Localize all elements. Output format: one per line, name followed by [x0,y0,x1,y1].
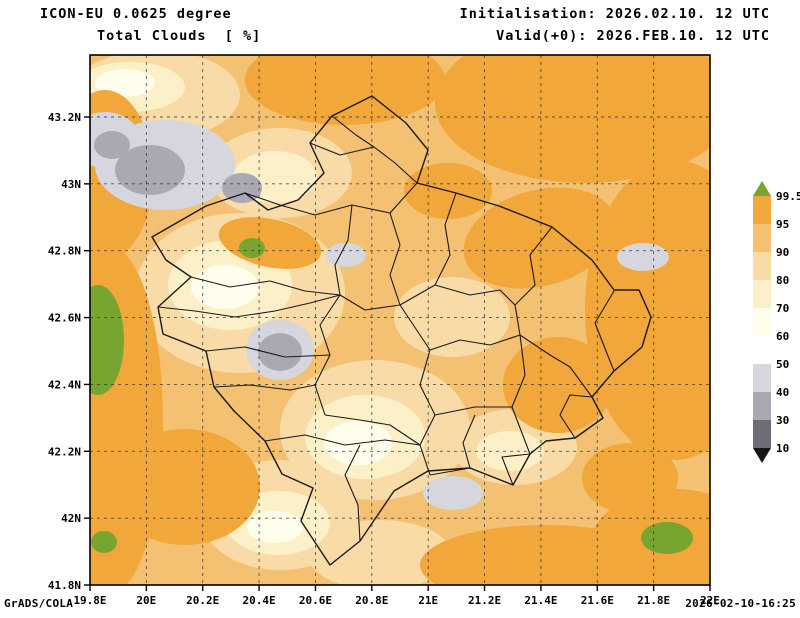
x-tick-label: 21.6E [581,594,614,607]
colorbar-label: 60 [776,330,789,343]
axis-labels: 19.8E 20E 20.2E 20.4E 20.6E 20.8E 21E 21.2E 21.4… [48,111,720,607]
cloud-blob-gt99_5 [239,238,265,258]
cloud-blob-95 [435,55,710,183]
x-tick-label: 21.2E [468,594,501,607]
colorbar-label: 95 [776,218,789,231]
y-tick-label: 42.2N [48,445,81,458]
colorbar-segment-50 [753,336,771,364]
y-tick-label: 43N [61,178,81,191]
x-tick-label: 20.2E [186,594,219,607]
y-tick-label: 42.6N [48,312,81,325]
colorbar-bottom-arrow [753,448,771,463]
cloud-blob-80 [394,277,510,357]
colorbar-label: 70 [776,302,789,315]
colorbar-label: 30 [776,414,789,427]
cloud-blob-95 [245,55,445,125]
cloud-blob-60 [95,69,155,97]
x-tick-label: 20.8E [355,594,388,607]
colorbar-segment-40 [753,364,771,392]
x-tick-label: 20E [136,594,156,607]
valid-time: Valid(+0): 2026.FEB.10. 12 UTC [496,28,770,44]
x-tick-label: 21.8E [637,594,670,607]
cloud-blob-30 [115,145,185,195]
cloud-blob-gt99_5 [91,531,117,553]
colorbar-segment-95 [753,196,771,224]
cloud-blob-40 [617,243,669,271]
cloud-blob-95 [585,160,710,460]
colorbar-label: 10 [776,442,789,455]
y-tick-label: 41.8N [48,579,81,592]
y-tick-label: 42.4N [48,378,81,391]
country-border [151,95,652,566]
cloud-blob-40 [326,243,366,267]
cloud-blob-gt99_5 [90,285,124,395]
municipality-borders [157,115,615,542]
cloud-blob-95 [582,443,678,513]
colorbar-label: 40 [776,386,789,399]
axis-ticks [84,116,711,591]
colorbar-segment-30 [753,392,771,420]
colorbar-segment-60 [753,308,771,336]
colorbar-segment-10 [753,420,771,448]
y-tick-label: 42N [61,512,81,525]
colorbar-label: 90 [776,246,789,259]
cloud-blob-60 [247,511,303,543]
cloud-blob-30 [258,333,302,371]
y-tick-label: 42.8N [48,245,81,258]
colorbar: 99.5 95 90 80 70 60 50 40 30 10 [753,181,800,463]
variable-name: Total Clouds [ %] [97,28,262,44]
colorbar-label: 80 [776,274,789,287]
cloud-blob-80 [308,520,452,585]
colorbar-top-arrow [753,181,771,196]
colorbar-segment-90 [753,224,771,252]
creation-timestamp: 2026-02-10-16:25 [685,597,796,610]
x-tick-label: 21E [418,594,438,607]
cloud-blob-95 [503,337,613,433]
colorbar-segment-80 [753,252,771,280]
x-tick-label: 20.6E [299,594,332,607]
colorbar-label: 50 [776,358,789,371]
y-tick-label: 43.2N [48,111,81,124]
x-tick-label: 19.8E [73,594,106,607]
grads-credit: GrADS/COLA [4,597,74,610]
cloud-blob-gt99_5 [641,522,693,554]
kosovo-municipality-borders [151,95,652,566]
cloud-blob-30 [94,131,130,159]
cloud-blob-95 [463,187,617,289]
plot-frame [89,54,711,586]
init-time: Initialisation: 2026.02.10. 12 UTC [459,6,770,22]
x-tick-label: 22E [700,594,720,607]
cloud-blob-95 [110,429,260,545]
x-tick-label: 21.4E [524,594,557,607]
colorbar-label: 99.5 [776,190,800,203]
x-tick-label: 20.4E [243,594,276,607]
cloud-blob-60 [191,265,259,309]
model-name: ICON-EU 0.0625 degree [40,6,232,22]
cloud-blob-40 [423,476,483,510]
colorbar-segment-70 [753,280,771,308]
